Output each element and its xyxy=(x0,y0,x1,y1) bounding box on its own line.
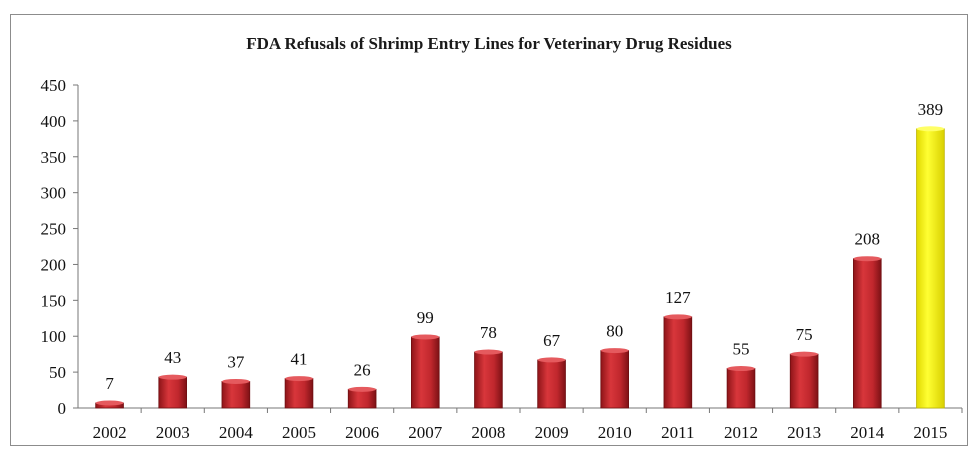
y-tick-label: 100 xyxy=(41,327,67,346)
x-tick-label: 2006 xyxy=(345,423,379,442)
data-label: 208 xyxy=(855,230,881,249)
x-tick-label: 2011 xyxy=(661,423,694,442)
y-tick-label: 150 xyxy=(41,291,67,310)
bar xyxy=(221,381,251,409)
x-tick-label: 2008 xyxy=(471,423,505,442)
bars xyxy=(95,126,945,409)
chart-title: FDA Refusals of Shrimp Entry Lines for V… xyxy=(246,34,732,53)
x-tick-label: 2012 xyxy=(724,423,758,442)
bar xyxy=(726,368,756,409)
bar-cap xyxy=(853,256,882,262)
x-tick-label: 2007 xyxy=(408,423,443,442)
bar-cap xyxy=(474,349,503,355)
bar-cap xyxy=(285,376,313,382)
data-label: 75 xyxy=(796,325,813,344)
x-tick-label: 2015 xyxy=(913,423,947,442)
data-label: 67 xyxy=(543,331,561,350)
y-tick-label: 400 xyxy=(41,112,67,131)
bar-cap xyxy=(790,351,819,357)
bar-cap xyxy=(158,374,187,380)
y-tick-label: 300 xyxy=(41,184,67,203)
bar-cap xyxy=(727,366,755,372)
bar-cap xyxy=(916,126,945,132)
x-tick-label: 2005 xyxy=(282,423,316,442)
y-tick-label: 250 xyxy=(41,220,67,239)
bar xyxy=(474,351,503,409)
y-tick-label: 50 xyxy=(49,363,66,382)
bar xyxy=(410,336,440,409)
data-label: 389 xyxy=(918,100,944,119)
data-label: 41 xyxy=(291,350,308,369)
y-tick-label: 0 xyxy=(58,399,67,418)
bar xyxy=(537,359,566,409)
data-label: 80 xyxy=(606,322,623,341)
y-tick-label: 350 xyxy=(41,148,67,167)
bar-cap xyxy=(221,378,250,384)
x-tick-label: 2003 xyxy=(156,423,190,442)
data-label: 127 xyxy=(665,288,691,307)
data-label: 78 xyxy=(480,323,497,342)
bar xyxy=(284,378,314,409)
bar-cap xyxy=(600,348,629,354)
x-tick-label: 2014 xyxy=(850,423,885,442)
bar-cap xyxy=(537,357,566,363)
x-tick-label: 2013 xyxy=(787,423,821,442)
data-label: 55 xyxy=(733,340,750,359)
bar xyxy=(600,350,630,409)
bar-cap xyxy=(348,386,377,392)
bar xyxy=(158,376,188,409)
y-tick-label: 200 xyxy=(41,255,67,274)
bar xyxy=(663,316,693,409)
data-label: 7 xyxy=(105,374,114,393)
y-tick-label: 450 xyxy=(41,76,67,95)
bar-cap xyxy=(411,334,440,340)
data-labels: 7 43 37 41 26 99 78 67 80 127 55 75 208 389 xyxy=(105,100,943,393)
bar-highlight xyxy=(916,128,945,409)
data-label: 43 xyxy=(164,348,181,367)
bar xyxy=(789,353,819,409)
bar-cap xyxy=(95,400,124,406)
data-label: 99 xyxy=(417,308,434,327)
x-tick-label: 2002 xyxy=(93,423,127,442)
data-label: 26 xyxy=(354,360,371,379)
bar xyxy=(347,388,377,409)
x-tick-label: 2009 xyxy=(535,423,569,442)
bar-cap xyxy=(663,314,692,320)
x-tick-label: 2004 xyxy=(219,423,254,442)
data-label: 37 xyxy=(227,352,245,371)
axes: 0 50 100 150 200 250 300 350 400 450 2002 2003 2004 2… xyxy=(41,76,963,442)
x-tick-label: 2010 xyxy=(598,423,632,442)
bar xyxy=(852,258,882,409)
